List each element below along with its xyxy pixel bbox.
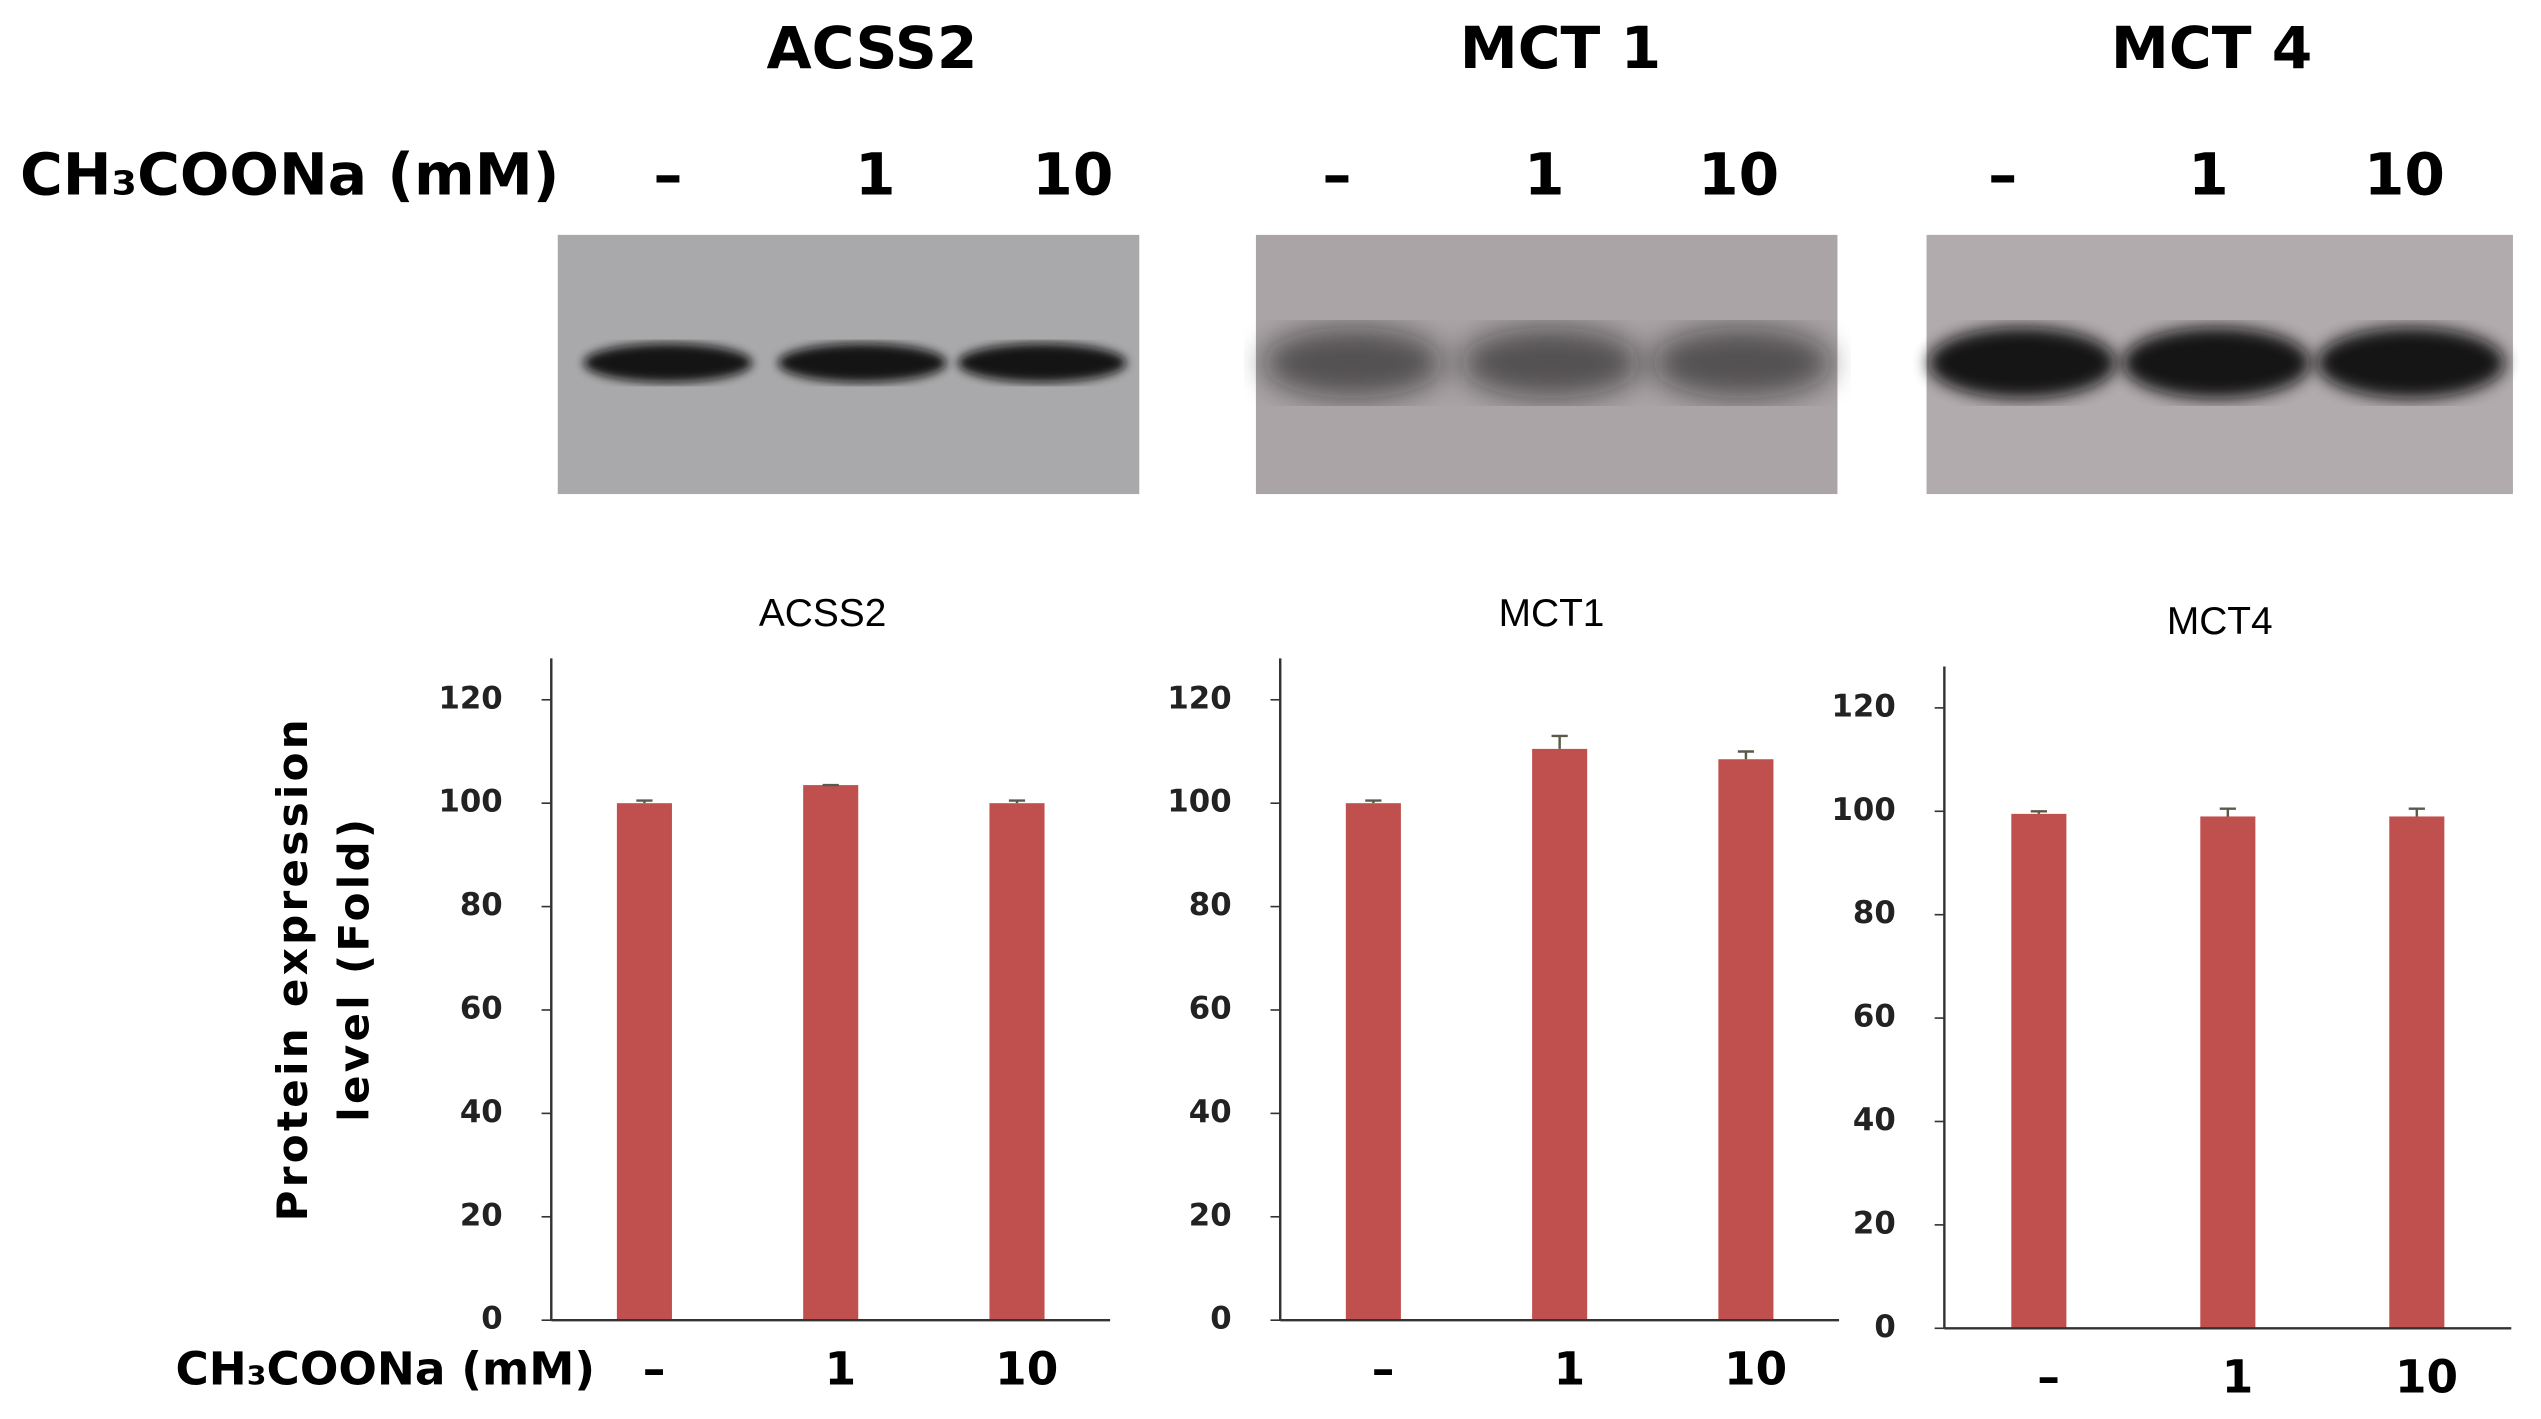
lane-label: –: [653, 140, 682, 208]
error-bar: [1365, 799, 1382, 804]
x-axis-label: CH₃COONa (mM): [175, 1343, 595, 1396]
error-bar: [636, 799, 653, 804]
lane-label: 10: [1698, 140, 1779, 208]
bar: [1718, 759, 1774, 1321]
blot-band: [2316, 327, 2505, 399]
lane-label: –: [1988, 140, 2017, 208]
y-tick-label: 40: [1189, 1094, 1232, 1130]
blot-band: [1928, 327, 2117, 399]
y-tick-label: 80: [1853, 895, 1896, 931]
blot-band: [1651, 327, 1833, 399]
error-bar: [1008, 799, 1026, 804]
bar: [1532, 748, 1588, 1321]
y-tick-label: 100: [1832, 792, 1896, 828]
error-bar: [1737, 750, 1755, 760]
y-tick-label: 80: [460, 887, 503, 923]
bar: [2011, 813, 2067, 1329]
x-tick-label: –: [643, 1343, 666, 1396]
y-axis-label: Protein expression: [268, 716, 317, 1221]
bar: [616, 803, 672, 1321]
lane-label: 1: [1524, 140, 1565, 208]
lane-label: –: [1322, 140, 1351, 208]
x-tick-label: 1: [825, 1343, 857, 1396]
bar: [2389, 816, 2445, 1329]
y-tick-label: 120: [1167, 680, 1231, 716]
lane-label: 1: [855, 140, 896, 208]
y-tick-label: 100: [438, 784, 502, 820]
y-tick-label: 120: [1832, 688, 1896, 724]
y-tick-label: 60: [460, 990, 503, 1026]
blot-band: [1460, 327, 1642, 399]
y-tick-label: 60: [1189, 990, 1232, 1026]
y-tick-label: 0: [481, 1301, 502, 1337]
y-tick-label: 120: [438, 680, 502, 716]
blot-title: ACSS2: [767, 14, 978, 82]
y-tick-label: 20: [1853, 1205, 1896, 1241]
y-tick-label: 20: [460, 1197, 503, 1233]
x-tick-label: 10: [995, 1343, 1058, 1396]
blot-title: MCT 4: [2111, 14, 2312, 82]
y-tick-label: 60: [1853, 999, 1896, 1035]
x-tick-label: 10: [2395, 1351, 2458, 1404]
x-tick-label: 10: [1724, 1343, 1787, 1396]
y-tick-label: 40: [460, 1094, 503, 1130]
blot-band: [778, 343, 947, 383]
error-bar: [2030, 810, 2047, 814]
y-tick-label: 0: [1210, 1301, 1231, 1337]
x-tick-label: –: [1372, 1343, 1395, 1396]
y-tick-label: 20: [1189, 1197, 1232, 1233]
blot-title: MCT 1: [1460, 14, 1661, 82]
x-tick-label: 1: [1554, 1343, 1586, 1396]
lane-label: 1: [2188, 140, 2229, 208]
error-bar: [2219, 807, 2236, 817]
y-axis-label: level (Fold): [329, 816, 378, 1122]
error-bar: [2408, 807, 2425, 817]
x-tick-label: –: [2037, 1351, 2060, 1404]
y-tick-label: 0: [1874, 1309, 1895, 1345]
blot-band: [1262, 327, 1444, 399]
treatment-label: CH₃COONa (mM): [20, 140, 559, 208]
error-bar: [1551, 734, 1568, 749]
lane-label: 10: [1032, 140, 1113, 208]
x-tick-label: 1: [2222, 1351, 2254, 1404]
blot-band: [583, 343, 753, 383]
chart-title: ACSS2: [759, 592, 886, 635]
bar: [2200, 816, 2256, 1329]
lane-label: 10: [2364, 140, 2445, 208]
y-tick-label: 100: [1167, 784, 1231, 820]
y-tick-label: 40: [1853, 1102, 1896, 1138]
blots: ACSS2 – 1 10 MCT 1 – 1 10 MCT 4 – 1 10: [557, 14, 2513, 495]
bar: [803, 785, 859, 1321]
blot-band: [957, 343, 1127, 383]
chart-title: MCT1: [1499, 592, 1605, 635]
bar: [1345, 803, 1401, 1321]
y-tick-label: 80: [1189, 887, 1232, 923]
blot-band: [2122, 327, 2311, 399]
bar: [989, 803, 1045, 1321]
chart-title: MCT4: [2167, 600, 2273, 643]
